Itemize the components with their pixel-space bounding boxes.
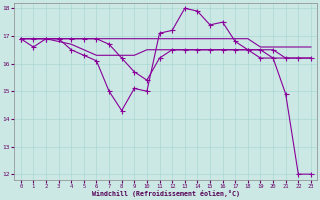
X-axis label: Windchill (Refroidissement éolien,°C): Windchill (Refroidissement éolien,°C) bbox=[92, 190, 240, 197]
